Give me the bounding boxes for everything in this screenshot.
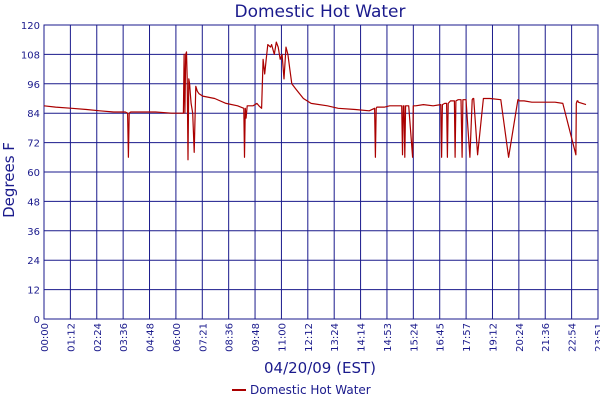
x-tick-label: 14:53	[383, 323, 394, 352]
y-tick-label: 72	[27, 139, 40, 150]
x-tick-label: 23:51	[594, 323, 600, 352]
x-tick-label: 21:36	[541, 323, 552, 352]
y-axis: 0 12 24 36 48 60 72 84 96 108 120	[21, 21, 40, 326]
y-tick-label: 108	[21, 50, 40, 61]
x-tick-label: 00:00	[40, 323, 51, 352]
x-tick-label: 09:48	[251, 323, 262, 352]
y-tick-label: 60	[27, 168, 40, 179]
x-tick-label: 16:45	[436, 323, 447, 352]
x-tick-label: 11:00	[277, 323, 288, 352]
legend-label: Domestic Hot Water	[250, 383, 371, 397]
chart-title: Domestic Hot Water	[234, 2, 405, 22]
x-tick-label: 19:12	[488, 323, 499, 352]
y-tick-label: 84	[27, 109, 40, 120]
x-axis-title: 04/20/09 (EST)	[264, 359, 376, 377]
x-tick-label: 01:12	[66, 323, 77, 352]
y-tick-label: 36	[27, 227, 40, 238]
y-tick-label: 120	[21, 21, 40, 32]
x-tick-label: 17:57	[462, 323, 473, 352]
x-tick-label: 03:36	[119, 323, 130, 352]
x-tick-label: 15:24	[409, 323, 420, 352]
grid	[43, 24, 599, 320]
x-tick-label: 22:54	[568, 323, 579, 352]
x-tick-label: 02:24	[93, 323, 104, 352]
x-tick-label: 20:24	[515, 323, 526, 352]
y-tick-label: 96	[27, 80, 40, 91]
y-tick-label: 0	[34, 315, 40, 326]
x-tick-label: 08:36	[225, 323, 236, 352]
y-axis-title: Degrees F	[0, 142, 18, 218]
series-line-domestic-hot-water	[43, 41, 587, 161]
x-tick-label: 04:48	[146, 323, 157, 352]
x-tick-label: 13:24	[330, 323, 341, 352]
x-tick-label: 06:00	[172, 323, 183, 352]
x-axis: 00:00 01:12 02:24 03:36 04:48 06:00 07:21 08:36…	[40, 323, 600, 352]
series-layer	[43, 41, 587, 161]
y-tick-label: 12	[27, 286, 40, 297]
x-tick-label: 12:12	[304, 323, 315, 352]
x-tick-label: 07:21	[198, 323, 209, 352]
y-tick-label: 48	[27, 197, 40, 208]
legend: Domestic Hot Water	[232, 383, 371, 397]
y-tick-label: 24	[27, 256, 40, 267]
x-tick-label: 14:14	[357, 323, 368, 352]
